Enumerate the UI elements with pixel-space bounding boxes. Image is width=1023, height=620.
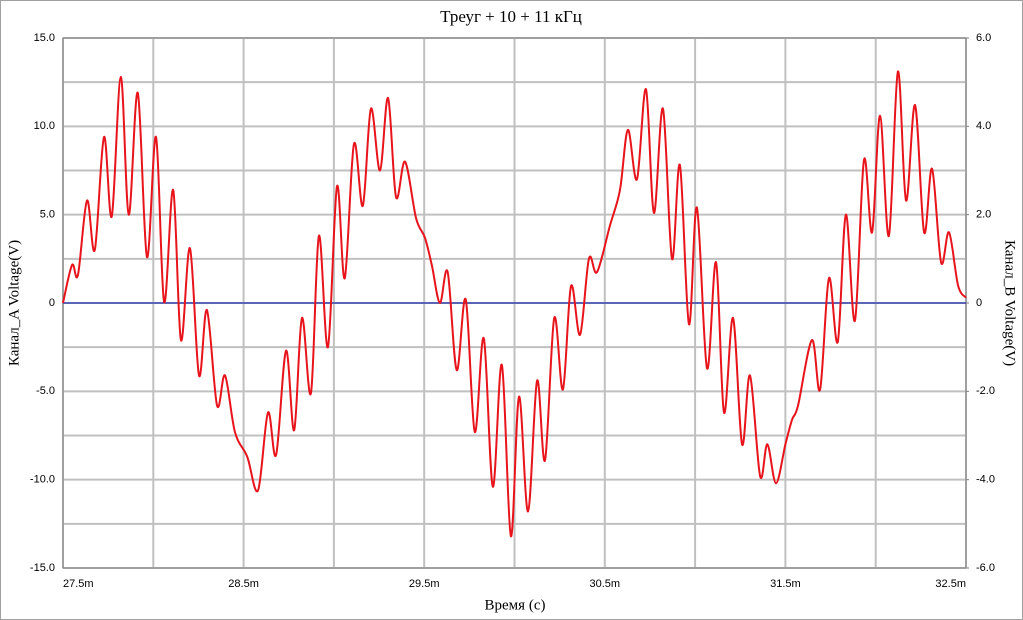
x-tick-label: 31.5m	[770, 578, 801, 590]
x-tick-label: 29.5m	[409, 578, 440, 590]
y2-tick-label: 4.0	[976, 120, 991, 132]
x-tick-label: 28.5m	[228, 578, 259, 590]
series-line	[62, 70, 967, 538]
y-tick-label: 10.0	[34, 120, 55, 132]
x-axis-label: Время (с)	[485, 597, 546, 613]
y2-tick-label: 6.0	[976, 32, 991, 44]
y-tick-label: 5.0	[40, 209, 55, 221]
y-tick-label: -15.0	[30, 562, 55, 574]
y-tick-label: 15.0	[34, 32, 55, 44]
chart-title: Треуг + 10 + 11 кГц	[440, 7, 582, 26]
x-tick-label: 27.5m	[63, 578, 94, 590]
x-tick-label: 32.5m	[935, 578, 966, 590]
y-tick-label: -10.0	[30, 474, 55, 486]
y2-tick-label: 2.0	[976, 209, 991, 221]
x-tick-label: 30.5m	[590, 578, 621, 590]
y2-tick-label: -2.0	[976, 385, 995, 397]
y2-tick-label: -6.0	[976, 562, 995, 574]
y2-tick-label: -4.0	[976, 474, 995, 486]
y-axis-label: Канал_A Voltage(V)	[6, 240, 22, 366]
y-tick-label: 0	[49, 297, 55, 309]
y-tick-label: -5.0	[36, 385, 55, 397]
y2-tick-label: 0	[976, 297, 982, 309]
y2-axis-label: Канал_B Voltage(V)	[1002, 240, 1018, 366]
